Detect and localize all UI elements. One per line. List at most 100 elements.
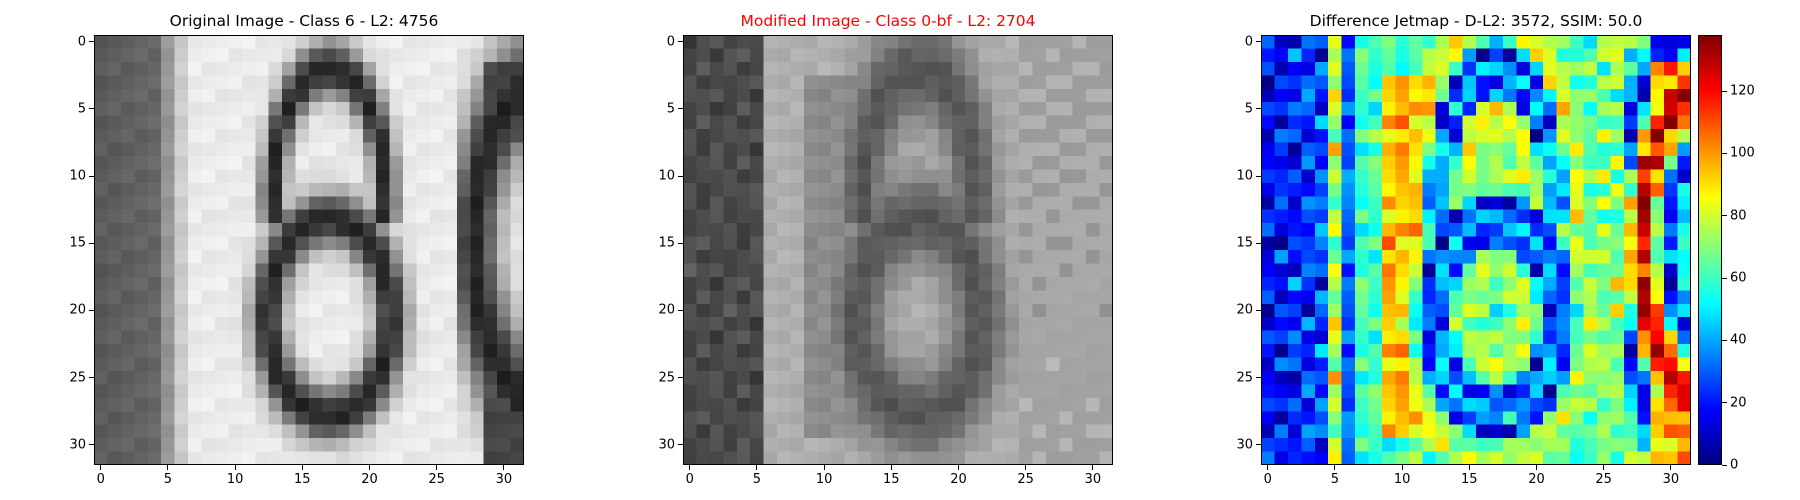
y-tick-mark	[1256, 444, 1261, 446]
y-tick-mark	[678, 108, 683, 110]
colorbar-tick-label: 20	[1730, 395, 1747, 411]
x-tick-mark	[100, 465, 102, 470]
y-tick-label: 0	[77, 34, 86, 50]
y-tick-label: 15	[1236, 235, 1253, 251]
x-tick-label: 30	[1662, 472, 1680, 487]
y-tick-mark	[1256, 175, 1261, 177]
x-tick-label: 15	[883, 472, 900, 487]
panel-title-original: Original Image - Class 6 - L2: 4756	[169, 12, 439, 30]
y-tick-label: 5	[77, 101, 86, 117]
y-tick-label: 30	[658, 437, 675, 453]
x-tick-label: 10	[226, 472, 244, 487]
x-tick-label: 20	[950, 472, 967, 487]
y-tick-label: 20	[1236, 302, 1253, 318]
x-tick-label: 15	[1461, 472, 1478, 487]
x-tick-label: 25	[428, 472, 445, 487]
x-tick-mark	[1535, 465, 1537, 470]
x-tick-mark	[1267, 465, 1269, 470]
y-tick-mark	[678, 175, 683, 177]
y-tick-mark	[1256, 41, 1261, 43]
y-tick-mark	[1256, 242, 1261, 244]
colorbar-tick-mark	[1722, 215, 1727, 217]
x-tick-mark	[234, 465, 236, 470]
x-tick-mark	[1334, 465, 1336, 470]
x-tick-label: 25	[1595, 472, 1612, 487]
y-tick-label: 0	[666, 34, 675, 50]
original-image-heatmap	[94, 35, 524, 465]
x-tick-label: 5	[163, 472, 173, 487]
colorbar-tick-label: 60	[1730, 270, 1747, 286]
x-tick-mark	[823, 465, 825, 470]
x-tick-label: 10	[815, 472, 833, 487]
x-tick-mark	[689, 465, 691, 470]
x-tick-mark	[957, 465, 959, 470]
x-tick-mark	[756, 465, 758, 470]
x-tick-mark	[436, 465, 438, 470]
x-tick-label: 5	[1330, 472, 1340, 487]
x-tick-mark	[1603, 465, 1605, 470]
x-tick-label: 5	[752, 472, 762, 487]
colorbar-tick-mark	[1722, 277, 1727, 279]
y-tick-mark	[89, 175, 94, 177]
modified-image-heatmap	[683, 35, 1113, 465]
y-tick-mark	[678, 309, 683, 311]
y-tick-label: 10	[658, 168, 675, 184]
x-tick-mark	[1025, 465, 1027, 470]
colorbar-tick-label: 100	[1730, 145, 1755, 161]
y-tick-mark	[89, 309, 94, 311]
colorbar-gradient	[1698, 35, 1722, 465]
colorbar-tick-mark	[1722, 152, 1727, 154]
x-tick-mark	[1670, 465, 1672, 470]
x-tick-label: 0	[685, 472, 694, 487]
y-tick-label: 20	[69, 302, 86, 318]
x-tick-label: 25	[1017, 472, 1034, 487]
colorbar-tick-label: 120	[1730, 83, 1755, 99]
y-tick-mark	[89, 41, 94, 43]
y-tick-mark	[1256, 108, 1261, 110]
y-tick-label: 15	[658, 235, 675, 251]
y-tick-mark	[678, 444, 683, 446]
x-tick-label: 30	[495, 472, 513, 487]
y-tick-mark	[89, 444, 94, 446]
y-tick-label: 5	[1244, 101, 1253, 117]
y-tick-mark	[89, 242, 94, 244]
colorbar-tick-mark	[1722, 90, 1727, 92]
y-tick-label: 10	[1236, 168, 1253, 184]
x-tick-label: 0	[96, 472, 105, 487]
colorbar-tick-label: 80	[1730, 208, 1747, 224]
x-tick-mark	[1092, 465, 1094, 470]
y-tick-label: 25	[1236, 370, 1253, 386]
y-tick-mark	[678, 41, 683, 43]
x-tick-mark	[1401, 465, 1403, 470]
colorbar-tick-mark	[1722, 402, 1727, 404]
colorbar-tick-mark	[1722, 339, 1727, 341]
x-tick-label: 20	[361, 472, 378, 487]
y-tick-label: 10	[69, 168, 86, 184]
x-tick-mark	[301, 465, 303, 470]
x-tick-label: 10	[1393, 472, 1411, 487]
panel-title-modified: Modified Image - Class 0-bf - L2: 2704	[740, 12, 1036, 30]
colorbar-tick-label: 40	[1730, 332, 1747, 348]
colorbar-tick-mark	[1722, 464, 1727, 466]
y-tick-label: 25	[658, 370, 675, 386]
colorbar-tick-label: 0	[1730, 457, 1739, 473]
y-tick-mark	[89, 108, 94, 110]
x-tick-label: 15	[294, 472, 311, 487]
y-tick-label: 0	[1244, 34, 1253, 50]
y-tick-mark	[678, 242, 683, 244]
y-tick-label: 30	[69, 437, 86, 453]
x-tick-label: 30	[1084, 472, 1102, 487]
x-tick-mark	[503, 465, 505, 470]
x-tick-mark	[890, 465, 892, 470]
x-tick-mark	[368, 465, 370, 470]
y-tick-mark	[1256, 309, 1261, 311]
panel-title-difference: Difference Jetmap - D-L2: 3572, SSIM: 50…	[1309, 12, 1643, 30]
y-tick-label: 30	[1236, 437, 1253, 453]
y-tick-label: 5	[666, 101, 675, 117]
y-tick-mark	[89, 377, 94, 379]
y-tick-mark	[678, 377, 683, 379]
difference-jetmap-heatmap	[1261, 35, 1691, 465]
y-tick-mark	[1256, 377, 1261, 379]
x-tick-mark	[1468, 465, 1470, 470]
x-tick-mark	[167, 465, 169, 470]
